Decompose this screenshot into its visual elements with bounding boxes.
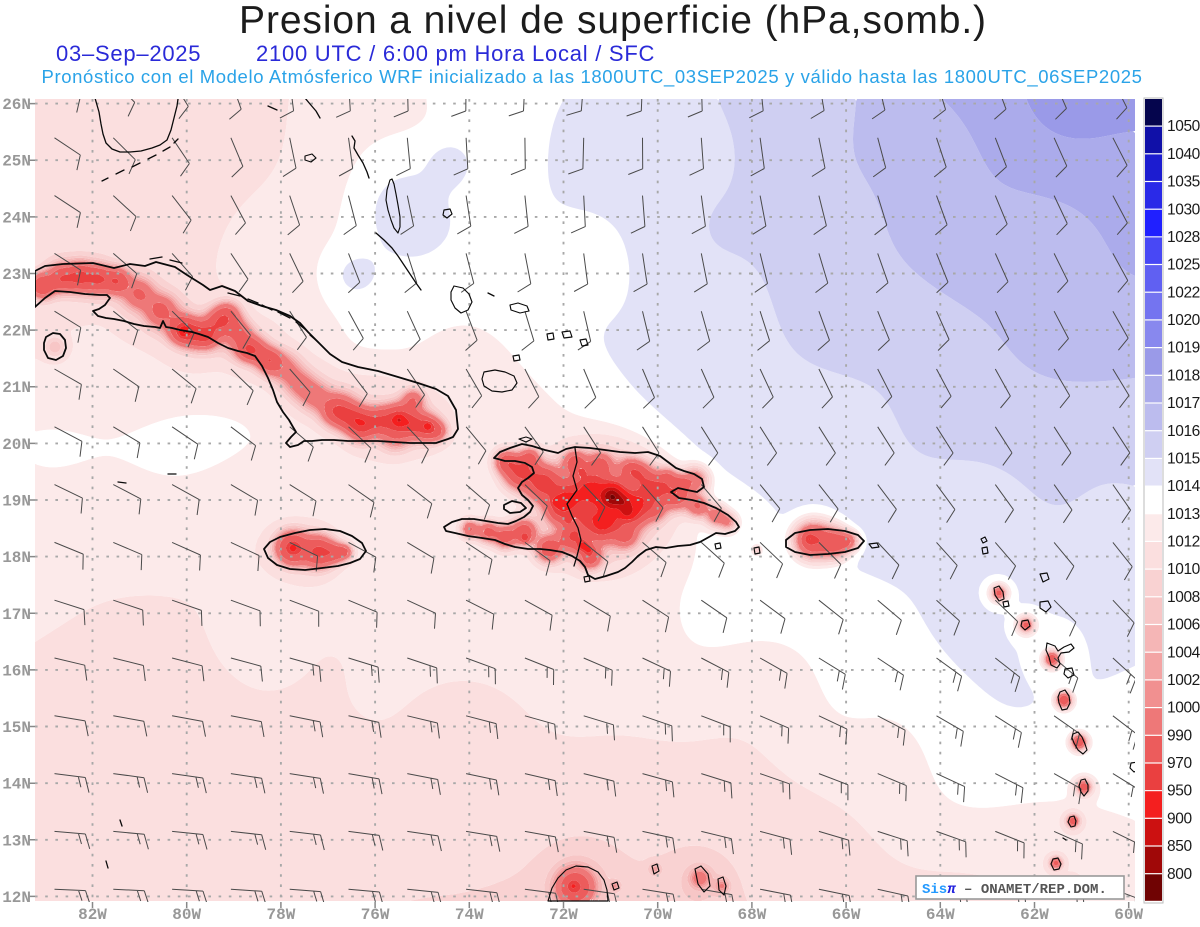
svg-text:78W: 78W [266,906,295,924]
svg-text:68W: 68W [737,906,766,924]
svg-text:22N: 22N [2,323,31,341]
svg-text:12N: 12N [2,889,31,907]
svg-text:1028: 1028 [1167,229,1200,246]
svg-text:82W: 82W [78,906,107,924]
svg-text:1008: 1008 [1167,589,1200,606]
svg-text:15N: 15N [2,719,31,737]
svg-text:24N: 24N [2,209,31,227]
svg-text:800: 800 [1167,866,1192,883]
svg-text:1014: 1014 [1167,478,1200,495]
svg-text:74W: 74W [455,906,484,924]
svg-text:Pronóstico con el Modelo Atmós: Pronóstico con el Modelo Atmósferico WRF… [42,66,1143,88]
svg-text:13N: 13N [2,832,31,850]
svg-text:66W: 66W [832,906,861,924]
svg-text:25N: 25N [2,153,31,171]
svg-text:1020: 1020 [1167,312,1200,329]
svg-text:1004: 1004 [1167,644,1200,661]
svg-text:900: 900 [1167,810,1192,827]
svg-text:60W: 60W [1114,906,1143,924]
svg-text:14N: 14N [2,776,31,794]
svg-text:64W: 64W [926,906,955,924]
svg-text:1050: 1050 [1167,118,1200,135]
svg-text:80W: 80W [172,906,201,924]
svg-text:16N: 16N [2,662,31,680]
svg-text:1030: 1030 [1167,201,1200,218]
svg-text:1015: 1015 [1167,451,1200,468]
svg-text:1025: 1025 [1167,257,1200,274]
svg-text:17N: 17N [2,606,31,624]
svg-text:1017: 1017 [1167,395,1200,412]
svg-text:21N: 21N [2,379,31,397]
svg-text:990: 990 [1167,727,1192,744]
svg-text:Presion a nivel de superficie: Presion a nivel de superficie (hPa,somb.… [239,0,987,42]
svg-text:76W: 76W [361,906,390,924]
svg-text:1013: 1013 [1167,506,1200,523]
svg-text:03–Sep–2025: 03–Sep–2025 [56,41,201,66]
svg-text:1010: 1010 [1167,561,1200,578]
svg-text:18N: 18N [2,549,31,567]
svg-text:1018: 1018 [1167,367,1200,384]
svg-text:1012: 1012 [1167,534,1200,551]
svg-text:1019: 1019 [1167,340,1200,357]
svg-text:23N: 23N [2,266,31,284]
svg-text:1000: 1000 [1167,700,1200,717]
svg-text:20N: 20N [2,436,31,454]
svg-text:62W: 62W [1020,906,1049,924]
svg-text:2100 UTC / 6:00 pm Hora Local: 2100 UTC / 6:00 pm Hora Local / SFC [256,41,655,66]
svg-text:1022: 1022 [1167,284,1200,301]
svg-text:850: 850 [1167,838,1192,855]
svg-text:Sisπ – ONAMET/REP.DOM.: Sisπ – ONAMET/REP.DOM. [922,882,1107,898]
svg-text:1002: 1002 [1167,672,1200,689]
svg-text:1035: 1035 [1167,174,1200,191]
svg-text:1016: 1016 [1167,423,1200,440]
svg-text:70W: 70W [643,906,672,924]
svg-text:1006: 1006 [1167,617,1200,634]
svg-text:970: 970 [1167,755,1192,772]
svg-text:1040: 1040 [1167,146,1200,163]
svg-text:72W: 72W [549,906,578,924]
svg-text:26N: 26N [2,96,31,114]
svg-text:19N: 19N [2,493,31,511]
svg-text:950: 950 [1167,783,1192,800]
